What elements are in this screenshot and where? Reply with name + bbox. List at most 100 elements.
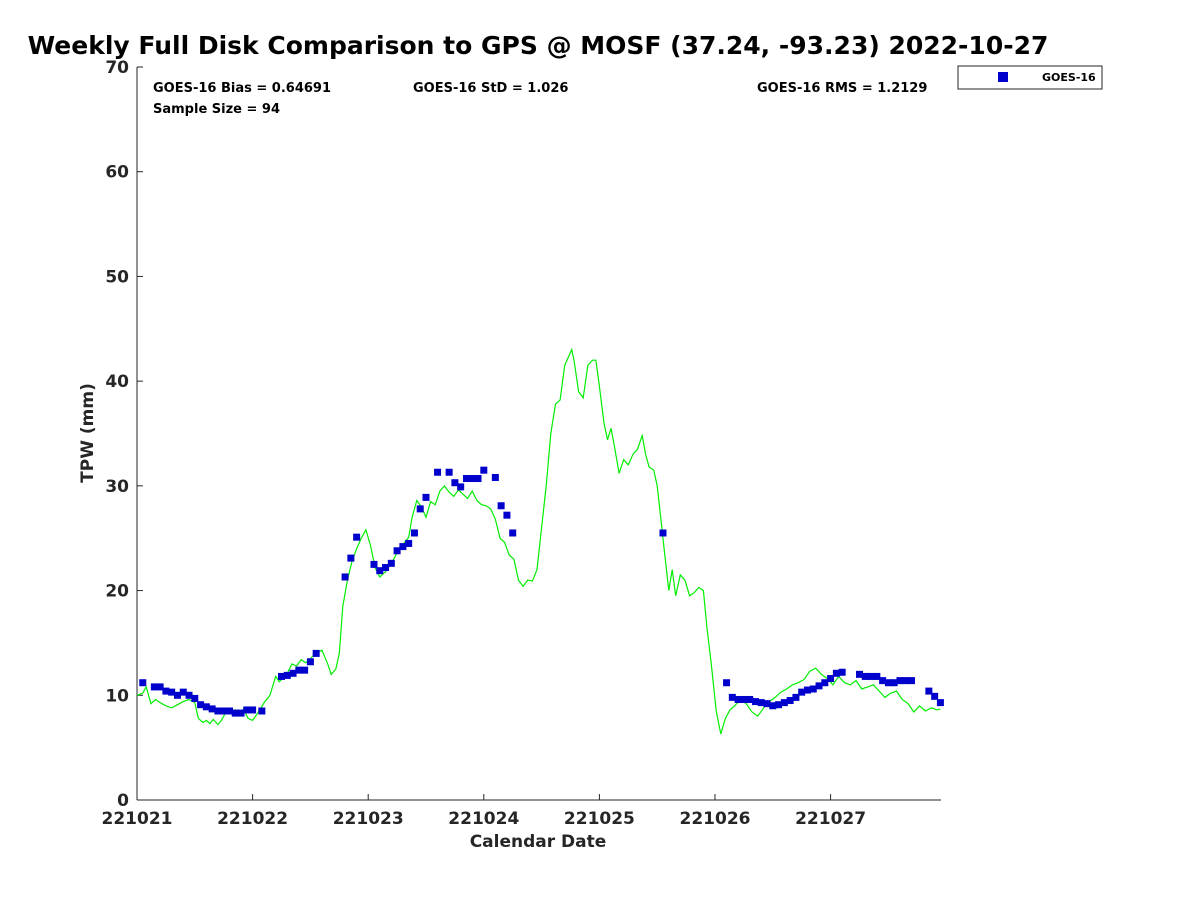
goes16-point bbox=[387, 559, 395, 567]
goes16-point bbox=[838, 668, 846, 676]
goes16-point bbox=[139, 679, 147, 687]
goes16-point bbox=[867, 672, 875, 680]
goes16-point bbox=[422, 493, 430, 501]
y-tick-label: 20 bbox=[105, 582, 129, 602]
goes16-point bbox=[214, 707, 222, 715]
goes16-point bbox=[289, 669, 297, 677]
goes16-point bbox=[370, 560, 378, 568]
goes16-point bbox=[474, 475, 482, 483]
goes16-point bbox=[925, 687, 933, 695]
goes16-point bbox=[283, 671, 291, 679]
goes16-point bbox=[786, 697, 794, 705]
legend-label: GOES-16 bbox=[1042, 71, 1096, 84]
x-tick-label: 221025 bbox=[564, 809, 635, 829]
goes16-series bbox=[139, 466, 944, 717]
goes16-point bbox=[809, 685, 817, 693]
goes16-point bbox=[382, 564, 390, 572]
goes16-point bbox=[341, 573, 349, 581]
y-tick-label: 10 bbox=[105, 686, 129, 706]
goes16-point bbox=[480, 466, 488, 474]
y-tick-label: 70 bbox=[105, 58, 129, 78]
x-axis-label: Calendar Date bbox=[470, 832, 607, 852]
goes16-point bbox=[150, 683, 158, 691]
x-tick-label: 221022 bbox=[217, 809, 288, 829]
y-tick-label: 50 bbox=[105, 267, 129, 287]
goes16-point bbox=[827, 675, 835, 683]
legend: GOES-16 bbox=[957, 65, 1103, 90]
goes16-point bbox=[896, 677, 904, 685]
goes16-point bbox=[873, 672, 881, 680]
goes16-point bbox=[815, 682, 823, 690]
goes16-point bbox=[399, 543, 407, 551]
goes16-point bbox=[249, 706, 257, 714]
goes16-point bbox=[751, 698, 759, 706]
goes16-point bbox=[803, 686, 811, 694]
goes16-point bbox=[734, 695, 742, 703]
goes16-point bbox=[931, 692, 939, 700]
y-axis-label: TPW (mm) bbox=[78, 383, 98, 483]
goes16-point bbox=[902, 677, 910, 685]
goes16-point bbox=[497, 502, 505, 510]
goes16-point bbox=[376, 567, 384, 575]
goes16-point bbox=[243, 706, 251, 714]
goes16-point bbox=[746, 695, 754, 703]
goes16-point bbox=[908, 677, 916, 685]
x-tick-label: 221024 bbox=[448, 809, 519, 829]
std-annotation: GOES-16 StD = 1.026 bbox=[413, 81, 568, 96]
goes16-point bbox=[856, 670, 863, 678]
goes16-point bbox=[237, 709, 245, 717]
goes16-point bbox=[740, 695, 748, 703]
y-tick-label: 40 bbox=[105, 372, 129, 392]
goes16-point bbox=[278, 672, 285, 680]
goes16-point bbox=[769, 702, 777, 710]
goes16-point bbox=[162, 687, 170, 695]
goes16-point bbox=[191, 694, 199, 702]
sample-size-annotation: Sample Size = 94 bbox=[153, 102, 280, 117]
goes16-point bbox=[451, 479, 459, 487]
rms-annotation: GOES-16 RMS = 1.2129 bbox=[757, 81, 927, 96]
goes16-point bbox=[936, 699, 944, 707]
goes16-point bbox=[179, 688, 187, 696]
goes16-point bbox=[208, 705, 216, 713]
goes16-point bbox=[861, 672, 869, 680]
goes16-point bbox=[220, 707, 228, 715]
x-tick-label: 221027 bbox=[795, 809, 866, 829]
goes16-point bbox=[821, 679, 829, 687]
legend-box bbox=[957, 65, 1103, 90]
y-tick-label: 60 bbox=[105, 163, 129, 183]
legend-marker bbox=[998, 72, 1008, 82]
goes16-point bbox=[457, 483, 465, 491]
goes16-point bbox=[723, 679, 731, 687]
goes16-point bbox=[462, 475, 470, 483]
goes16-point bbox=[509, 529, 517, 537]
goes16-point bbox=[763, 700, 771, 708]
y-ticks: 0 10 20 30 40 50 60 70 bbox=[105, 58, 143, 811]
goes16-point bbox=[405, 539, 413, 547]
goes16-point bbox=[884, 679, 892, 687]
goes16-point bbox=[202, 703, 210, 711]
goes16-point bbox=[258, 707, 266, 715]
x-tick-label: 221023 bbox=[333, 809, 404, 829]
goes16-point bbox=[416, 505, 424, 513]
goes16-point bbox=[295, 666, 303, 674]
x-tick-label: 221026 bbox=[680, 809, 751, 829]
goes16-point bbox=[890, 679, 898, 687]
goes16-point bbox=[468, 475, 476, 483]
gps-series bbox=[136, 347, 941, 735]
y-tick-label: 30 bbox=[105, 477, 129, 497]
goes16-point bbox=[231, 709, 239, 717]
goes16-point bbox=[775, 701, 783, 709]
goes16-point bbox=[168, 688, 176, 696]
plot-area bbox=[137, 67, 941, 800]
goes16-point bbox=[798, 688, 806, 696]
goes16-point bbox=[347, 554, 355, 562]
goes16-point bbox=[728, 693, 736, 701]
goes16-point bbox=[353, 533, 361, 541]
goes16-point bbox=[659, 529, 667, 537]
goes16-point bbox=[301, 666, 309, 674]
goes16-point bbox=[503, 511, 511, 519]
goes16-point bbox=[185, 691, 193, 699]
goes16-point bbox=[491, 473, 499, 481]
goes16-point bbox=[156, 683, 164, 691]
